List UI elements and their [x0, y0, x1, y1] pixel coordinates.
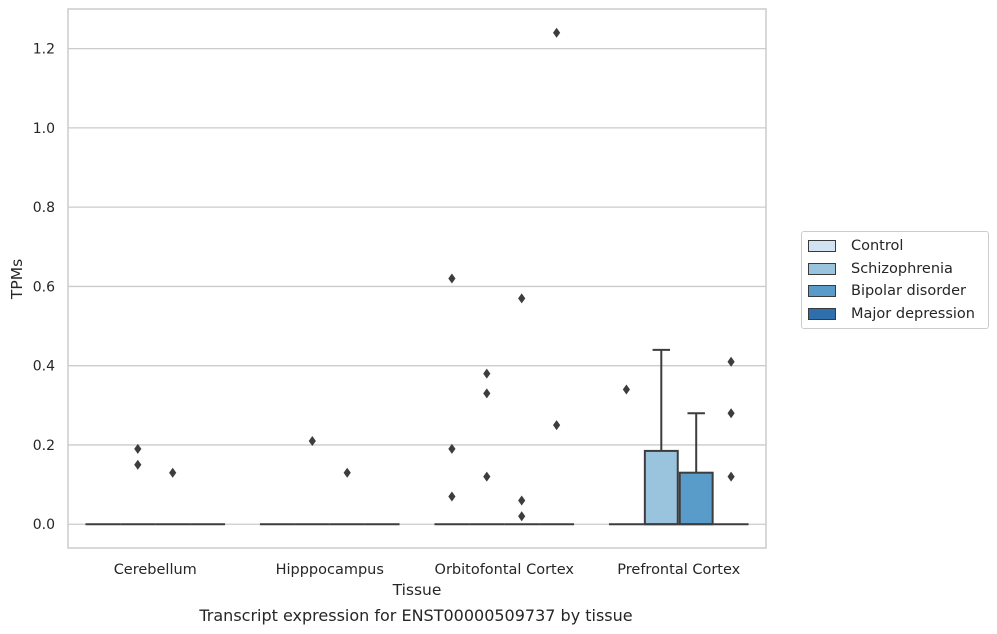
outlier-point: [448, 273, 456, 284]
x-tick-label: Hipppocampus: [276, 562, 384, 578]
legend-label-schizophrenia: Schizophrenia: [851, 260, 953, 277]
outlier-point: [308, 435, 316, 446]
outlier-point: [518, 511, 526, 522]
grid-lines: [68, 47, 766, 525]
outlier-point: [448, 491, 456, 502]
legend-swatch-control: [808, 240, 836, 253]
outlier-point: [483, 388, 491, 399]
outlier-point: [727, 471, 735, 482]
x-tick-label: Orbitofontal Cortex: [435, 562, 575, 578]
legend-swatch-schizophrenia: [808, 262, 836, 275]
outlier-point: [483, 471, 491, 482]
legend-label-bipolar-disorder: Bipolar disorder: [851, 283, 966, 300]
x-tick-label: Cerebellum: [114, 562, 197, 578]
y-tick-label: 0.8: [33, 200, 55, 216]
outlier-point: [483, 368, 491, 379]
outlier-point: [134, 459, 142, 470]
x-tick-label: Prefrontal Cortex: [617, 562, 740, 578]
x-axis-label: Tissue: [392, 581, 442, 599]
y-axis-label: TPMs: [8, 259, 26, 300]
box: [678, 471, 714, 526]
outlier-point: [553, 27, 561, 38]
outlier-point: [727, 356, 735, 367]
outlier-point: [343, 467, 351, 478]
outlier-point: [134, 443, 142, 454]
legend-item-major-depression: Major depression: [802, 303, 988, 326]
legend-item-schizophrenia: Schizophrenia: [802, 258, 988, 281]
legend-item-control: Control: [802, 235, 988, 258]
box: [643, 449, 679, 526]
legend-label-major-depression: Major depression: [851, 305, 975, 322]
outlier-point: [518, 293, 526, 304]
y-tick-label: 0.0: [33, 517, 55, 533]
y-tick-label: 1.2: [33, 42, 55, 58]
tick-labels: 0.0 0.2 0.4 0.6 0.8 1.0 1.2 Cerebellum Hipppocam…: [33, 42, 741, 578]
legend-item-bipolar-disorder: Bipolar disorder: [802, 280, 988, 303]
outlier-point: [622, 384, 630, 395]
outlier-point: [448, 443, 456, 454]
outlier-point: [553, 420, 561, 431]
chart-caption: Transcript expression for ENST0000050973…: [199, 606, 633, 625]
outlier-point: [727, 408, 735, 419]
y-tick-label: 1.0: [33, 121, 55, 137]
legend-swatch-major-depression: [808, 307, 836, 320]
y-tick-label: 0.2: [33, 438, 55, 454]
legend-swatch-bipolar-disorder: [808, 285, 836, 298]
outlier-point: [518, 495, 526, 506]
y-tick-label: 0.6: [33, 279, 55, 295]
legend: Control Schizophrenia Bipolar disorder M…: [801, 231, 989, 329]
legend-label-control: Control: [851, 238, 904, 255]
y-tick-label: 0.4: [33, 359, 55, 375]
plot-frame: [67, 8, 767, 549]
outlier-point: [169, 467, 177, 478]
box-marks: [85, 27, 749, 526]
